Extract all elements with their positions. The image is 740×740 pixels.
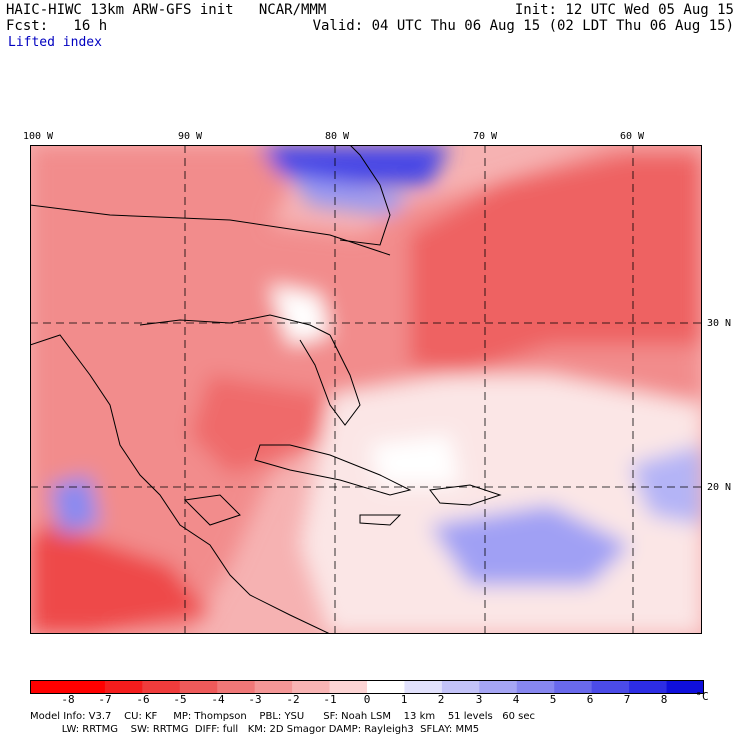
colorbar-swatch	[329, 680, 368, 694]
init-time: Init: 12 UTC Wed 05 Aug 15	[514, 2, 734, 18]
lifted-index-map	[30, 145, 702, 634]
colorbar-swatch	[591, 680, 630, 694]
lon-label-90w: 90 W	[177, 131, 203, 142]
colorbar-tick: 8	[660, 693, 668, 706]
model-info-line2: LW: RRTMG SW: RRTMG DIFF: full KM: 2D Sm…	[30, 724, 480, 735]
colorbar-tick: 0	[363, 693, 371, 706]
colorbar	[30, 680, 704, 694]
forecast-hour: Fcst: 16 h	[6, 18, 108, 34]
colorbar-tick: 5	[549, 693, 557, 706]
colorbar-swatch	[367, 680, 405, 694]
colorbar-swatch	[404, 680, 443, 694]
model-title: HAIC-HIWC 13km ARW-GFS init NCAR/MMM	[6, 2, 327, 18]
colorbar-tick: 2	[437, 693, 445, 706]
colorbar-swatch	[516, 680, 555, 694]
colorbar-tick: 4	[512, 693, 520, 706]
colorbar-swatch	[30, 680, 68, 694]
colorbar-tick: -5	[173, 693, 187, 706]
colorbar-swatch	[142, 680, 181, 694]
colorbar-swatch	[254, 680, 293, 694]
colorbar-tick: -3	[248, 693, 262, 706]
colorbar-swatch	[441, 680, 480, 694]
colorbar-tick: 1	[400, 693, 408, 706]
lat-label-20n: 20 N	[707, 482, 732, 493]
colorbar-tick: 6	[586, 693, 594, 706]
colorbar-tick: 3	[475, 693, 483, 706]
lon-label-80w: 80 W	[324, 131, 350, 142]
colorbar-border	[30, 680, 704, 694]
colorbar-tick: 7	[623, 693, 631, 706]
colorbar-tick: -7	[98, 693, 112, 706]
colorbar-swatch	[179, 680, 218, 694]
lon-label-100w: 100 W	[22, 131, 54, 142]
colorbar-swatch	[479, 680, 518, 694]
colorbar-swatch	[67, 680, 106, 694]
colorbar-swatch	[217, 680, 256, 694]
model-info-line1: Model Info: V3.7 CU: KF MP: Thompson PBL…	[30, 711, 536, 722]
colorbar-tick: -1	[323, 693, 337, 706]
colorbar-swatch	[629, 680, 668, 694]
lon-label-60w: 60 W	[619, 131, 645, 142]
colorbar-swatch	[104, 680, 143, 694]
lon-label-70w: 70 W	[472, 131, 498, 142]
colorbar-swatch	[554, 680, 593, 694]
colorbar-swatch	[292, 680, 331, 694]
colorbar-unit: °C	[695, 690, 709, 703]
colorbar-tick: -4	[211, 693, 225, 706]
colorbar-tick: -6	[136, 693, 150, 706]
lat-label-30n: 30 N	[707, 318, 732, 329]
colorbar-tick: -2	[286, 693, 300, 706]
colorbar-tick: -8	[61, 693, 75, 706]
field-name: Lifted index	[8, 35, 102, 50]
colorbar-swatch	[666, 680, 704, 694]
valid-time: Valid: 04 UTC Thu 06 Aug 15 (02 LDT Thu …	[312, 18, 734, 34]
